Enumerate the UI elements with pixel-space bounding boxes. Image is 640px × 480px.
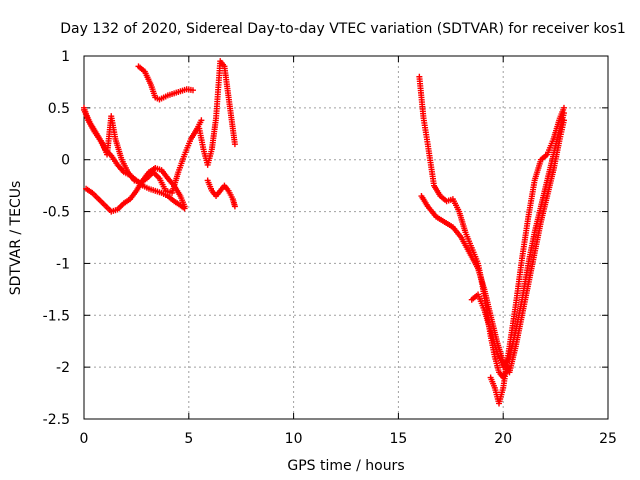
x-axis-label: GPS time / hours: [287, 458, 404, 474]
y-tick-label: 0: [61, 153, 70, 169]
data-points: [81, 58, 567, 407]
x-tick-label: 25: [599, 431, 617, 447]
y-tick-label: 1: [61, 49, 70, 65]
grid-lines: [84, 56, 608, 419]
data-point: [181, 203, 188, 210]
x-tick-label: 20: [494, 431, 512, 447]
y-tick-label: -0.5: [43, 205, 70, 221]
y-tick-label: -1: [56, 256, 70, 272]
y-tick-label: -1.5: [43, 308, 70, 324]
data-point: [231, 141, 238, 148]
y-axis-label: SDTVAR / TECUs: [8, 181, 24, 296]
y-tick-labels: 1 0.5 0 -0.5 -1 -1.5 -2 -2.5: [43, 49, 70, 428]
x-tick-label: 10: [285, 431, 303, 447]
y-tick-label: -2: [56, 360, 70, 376]
x-tick-label: 0: [80, 431, 89, 447]
x-tick-labels: 0 5 10 15 20 25: [80, 431, 617, 447]
plot-frame: [83, 55, 609, 420]
data-point: [189, 87, 196, 94]
axis-ticks: [83, 55, 609, 420]
x-tick-label: 15: [389, 431, 407, 447]
data-point: [560, 104, 567, 111]
y-tick-label: -2.5: [43, 412, 70, 428]
data-point: [231, 203, 238, 210]
x-tick-label: 5: [184, 431, 193, 447]
chart-title: Day 132 of 2020, Sidereal Day-to-day VTE…: [60, 21, 626, 37]
y-tick-label: 0.5: [48, 101, 70, 117]
data-point: [198, 117, 205, 124]
